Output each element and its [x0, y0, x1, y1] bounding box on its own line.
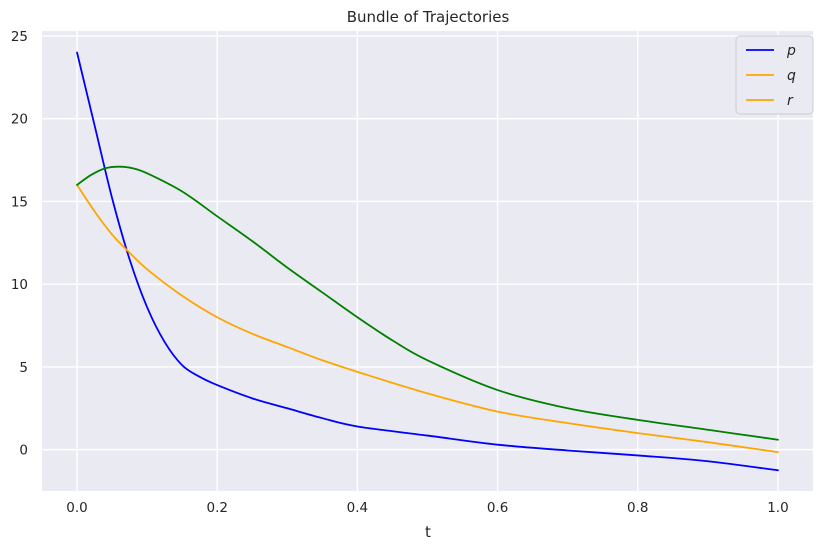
series-line-unlabeled-3 [76, 165, 779, 441]
chart-title: Bundle of Trajectories [347, 8, 510, 26]
legend-label-p: p [786, 43, 796, 59]
x-tick-label: 1.0 [767, 500, 788, 516]
x-tick-label: 0.0 [66, 500, 87, 516]
x-tick-label: 0.2 [206, 500, 227, 516]
legend-items: pqr [746, 43, 796, 109]
x-tick-label: 0.4 [347, 500, 368, 516]
plot-area [42, 31, 813, 491]
y-tick-label: 25 [11, 29, 28, 45]
series-line-unlabeled-2 [76, 183, 779, 454]
series-line-p [76, 51, 779, 472]
legend-box [735, 35, 814, 115]
y-tick-label: 5 [19, 360, 28, 376]
y-tick-label: 20 [11, 112, 28, 128]
y-tick-label: 15 [11, 194, 28, 210]
y-tick-label: 10 [11, 277, 28, 293]
x-axis-label: t [425, 523, 431, 541]
legend-label-q: q [787, 68, 796, 84]
series-lines [76, 51, 779, 472]
grid [42, 31, 813, 491]
tick-labels: 0.0 0.2 0.4 0.6 0.8 1.0 0 5 10 15 20 25 [11, 29, 789, 516]
x-tick-label: 0.6 [487, 500, 508, 516]
y-tick-label: 0 [19, 443, 28, 459]
x-tick-label: 0.8 [627, 500, 648, 516]
legend: pqr [735, 35, 814, 115]
legend-label-r: r [787, 93, 794, 109]
